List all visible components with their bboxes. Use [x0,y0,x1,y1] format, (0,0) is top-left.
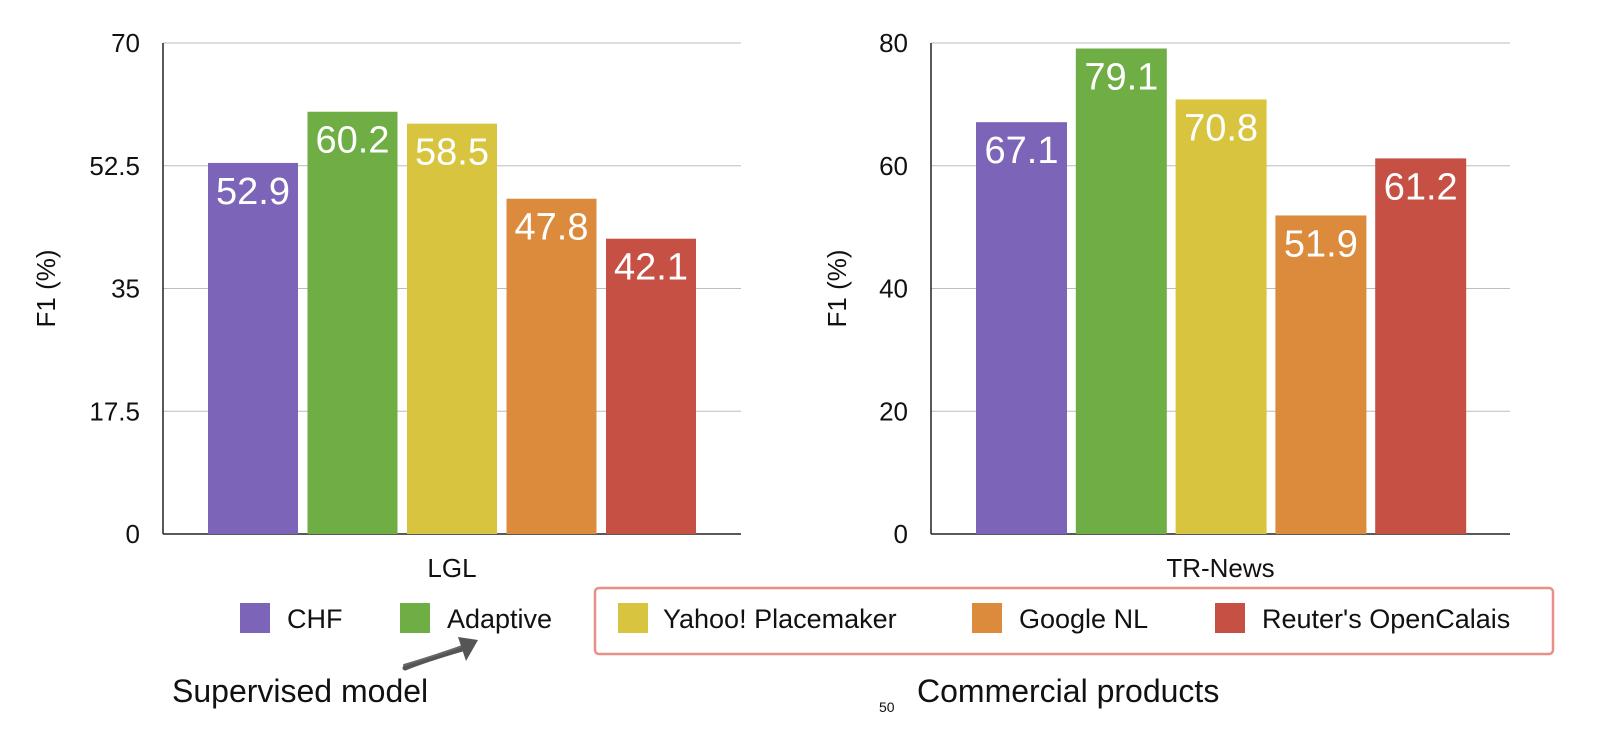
legend-label-reuter-s-opencalais: Reuter's OpenCalais [1262,604,1510,634]
data-label-reuter-s-opencalais: 42.1 [614,247,688,289]
arrow-icon [402,637,478,671]
commercial-products-caption: Commercial products [917,673,1220,709]
bar-yahoo-placemaker [407,123,497,535]
legend-label-adaptive: Adaptive [447,604,552,634]
y-tick-label: 0 [894,519,908,549]
legend-swatch-chf [240,603,270,633]
tr-news-chart: 0 20 40 60 80 F1 (%) 67.1 79.1 70.8 51.9 61.2 TR-Ne… [822,28,1510,583]
data-label-google-nl: 51.9 [1284,223,1358,265]
y-tick-label: 20 [879,396,908,426]
data-label-yahoo-placemaker: 58.5 [415,132,489,174]
bar-adaptive [307,111,398,535]
bar-google-nl [506,198,597,534]
legend: CHF Adaptive Yahoo! Placemaker Google NL Reu… [240,603,1510,634]
y-tick-label: 40 [879,274,908,304]
commercial-products-highlight-box [593,586,1555,656]
y-tick-label: 60 [879,151,908,181]
x-axis-label: LGL [427,553,476,583]
legend-swatch-yahoo-placemaker [618,603,648,633]
legend-label-google-nl: Google NL [1019,604,1148,634]
data-label-google-nl: 47.8 [515,207,589,249]
page-number: 50 [879,699,895,715]
bar-adaptive [1075,48,1167,535]
bar-chf [976,122,1067,534]
lgl-chart: 0 17.5 35 52.5 70 F1 (%) 52.9 60.2 58.5 47.8 42.1 L… [31,28,741,583]
y-tick-label: 35 [111,274,140,304]
y-axis-label: F1 (%) [31,250,61,328]
y-tick-label: 52.5 [89,151,140,181]
x-axis-label: TR-News [1166,553,1274,583]
legend-swatch-reuter-s-opencalais [1215,603,1245,633]
legend-swatch-adaptive [400,603,430,633]
data-label-adaptive: 79.1 [1084,57,1158,99]
bar-google-nl [1275,215,1367,534]
y-tick-label: 17.5 [89,396,140,426]
data-label-chf: 67.1 [985,130,1059,172]
y-tick-label: 80 [879,28,908,58]
legend-swatch-google-nl [972,603,1002,633]
data-label-chf: 52.9 [216,171,290,213]
bar-reuter-s-opencalais [606,238,696,534]
y-axis-label: F1 (%) [822,250,852,328]
data-label-adaptive: 60.2 [316,120,390,162]
data-label-reuter-s-opencalais: 61.2 [1384,166,1458,208]
legend-label-yahoo-placemaker: Yahoo! Placemaker [663,604,897,634]
y-tick-label: 70 [111,28,140,58]
legend-label-chf: CHF [287,604,343,634]
data-label-yahoo-placemaker: 70.8 [1184,107,1258,149]
y-tick-label: 0 [126,519,140,549]
supervised-model-caption: Supervised model [172,673,429,709]
bar-reuter-s-opencalais [1375,158,1467,534]
bar-yahoo-placemaker [1175,99,1267,534]
bar-chf [208,162,298,535]
